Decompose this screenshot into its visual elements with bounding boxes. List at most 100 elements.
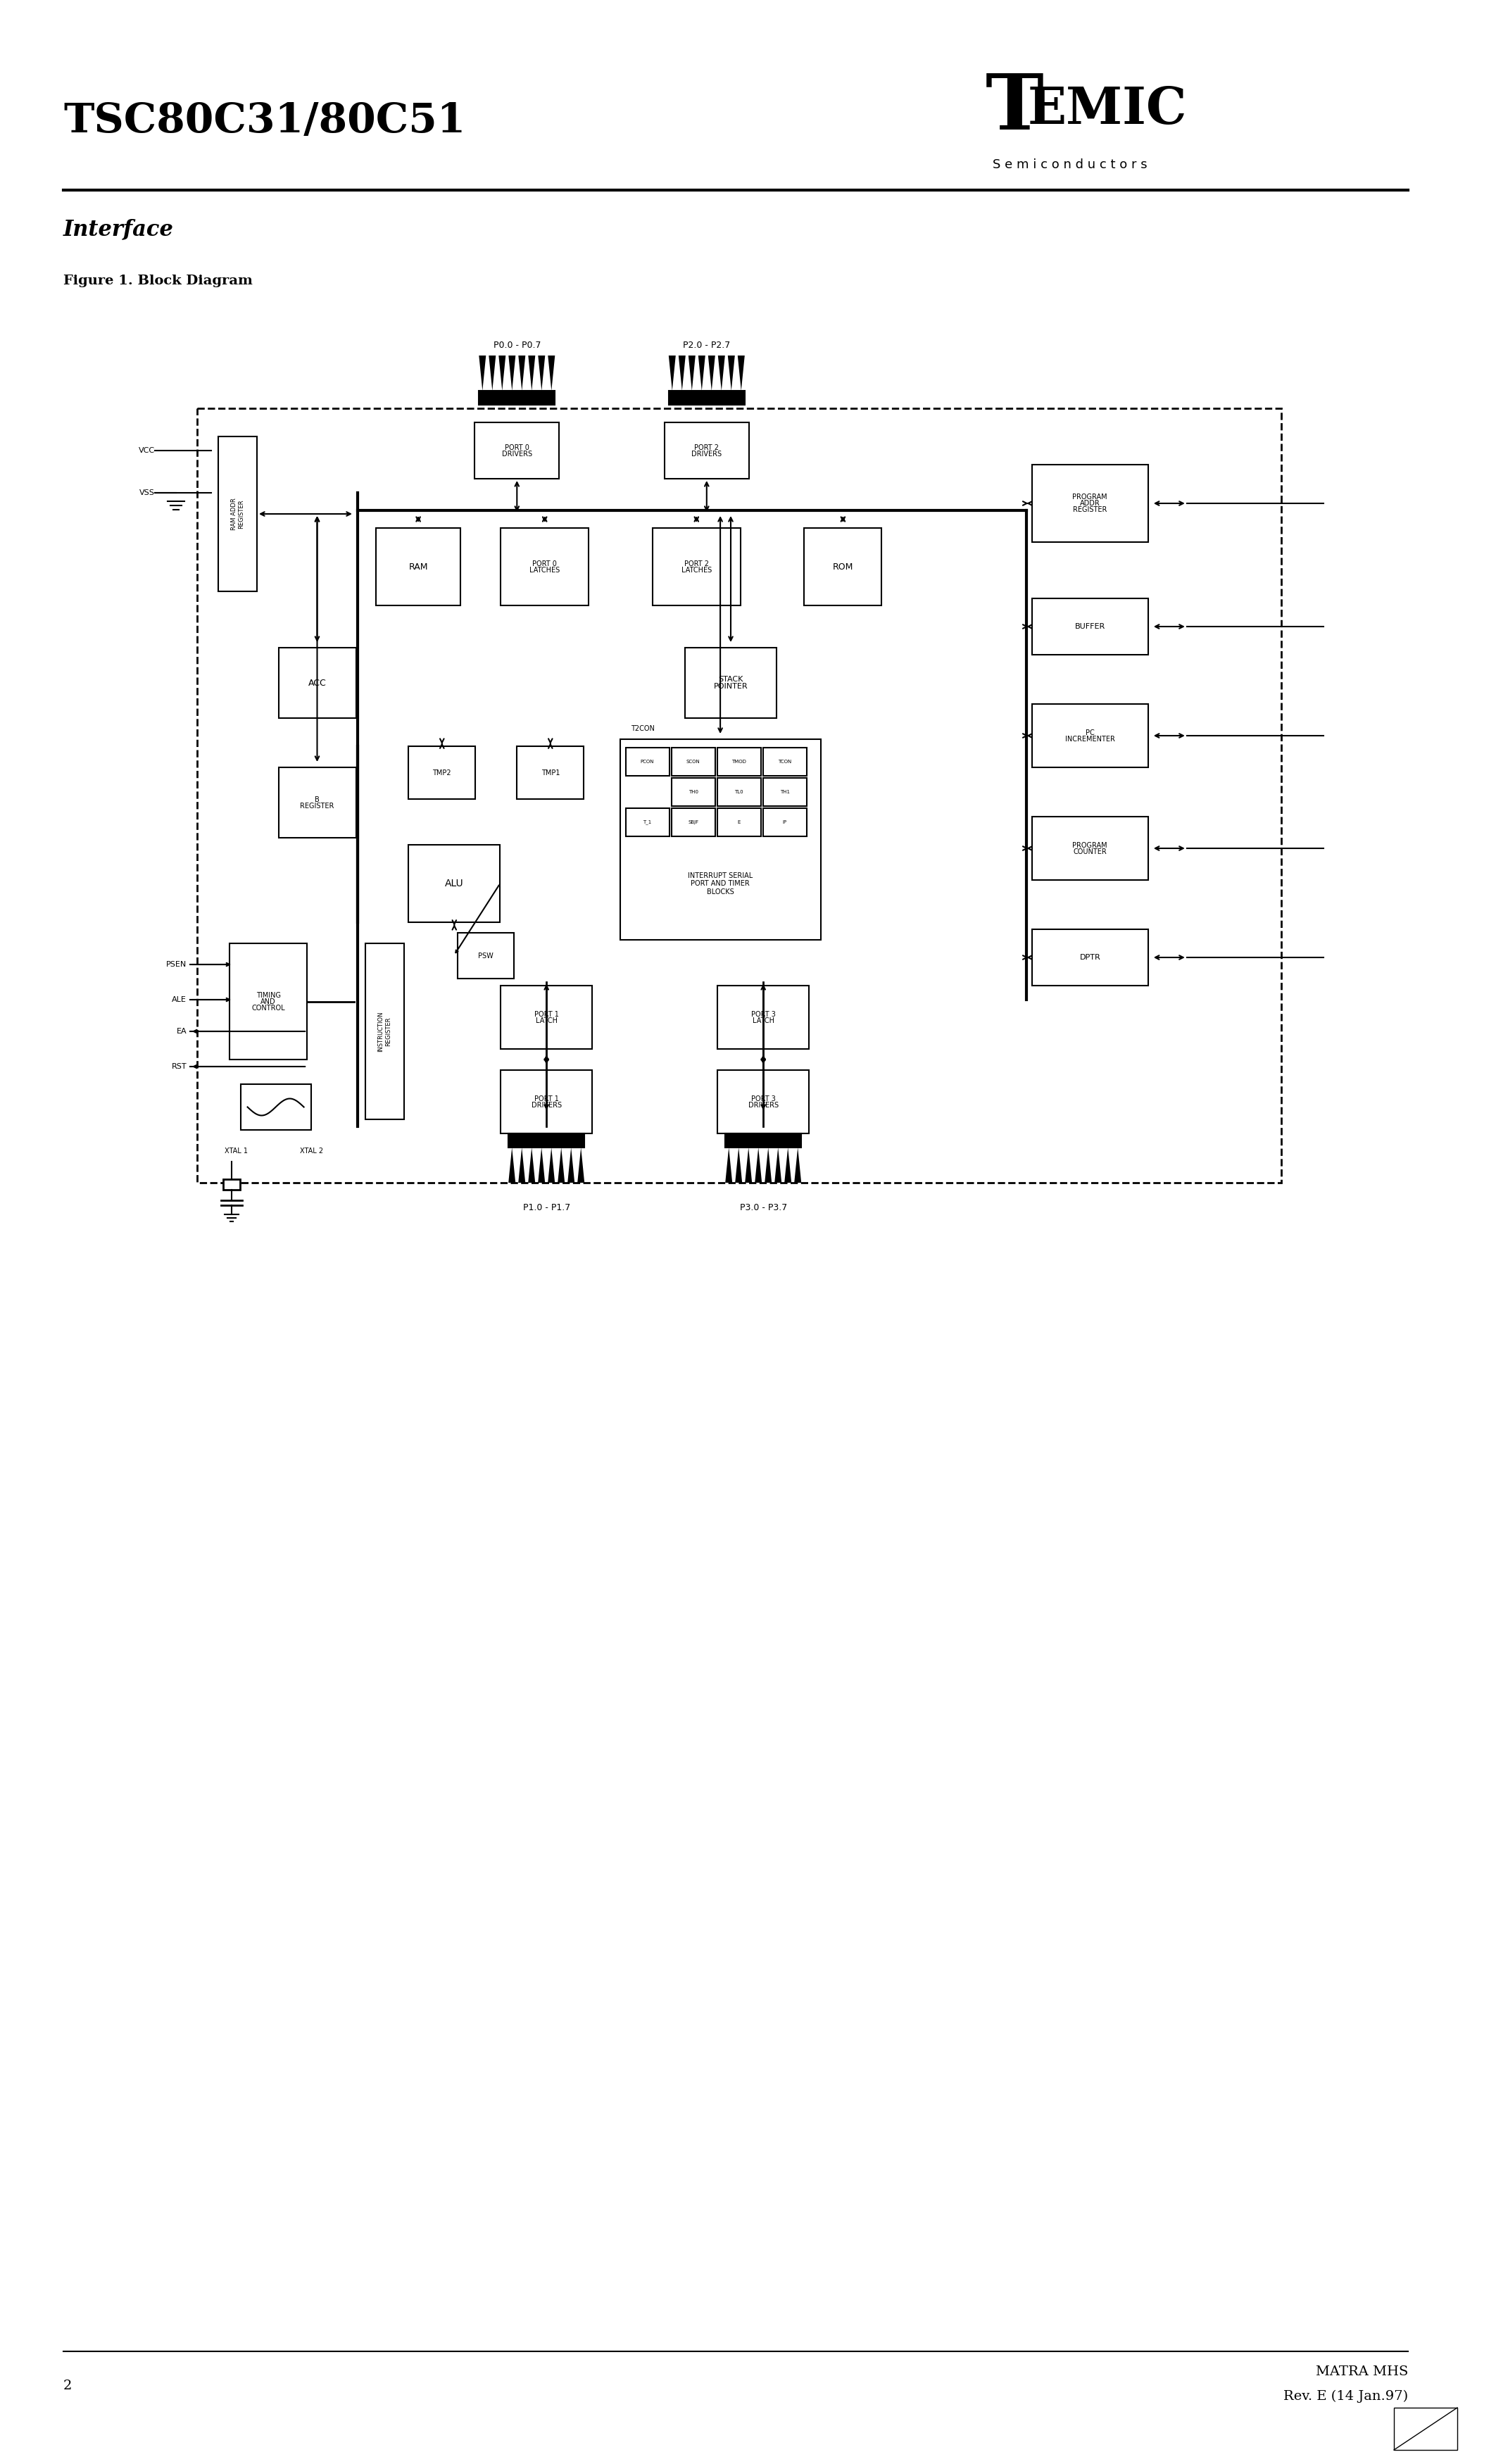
Polygon shape <box>784 1148 791 1183</box>
Polygon shape <box>738 355 745 392</box>
Text: INTERRUPT SERIAL
PORT AND TIMER
BLOCKS: INTERRUPT SERIAL PORT AND TIMER BLOCKS <box>688 872 752 894</box>
Text: VCC: VCC <box>139 446 156 453</box>
Bar <box>1032 816 1147 880</box>
Text: XTAL 2: XTAL 2 <box>301 1148 323 1156</box>
Polygon shape <box>539 355 545 392</box>
Text: LATCHES: LATCHES <box>530 567 560 574</box>
Bar <box>408 747 476 798</box>
Bar <box>669 392 745 404</box>
Text: PSW: PSW <box>477 951 494 958</box>
Text: TH0: TH0 <box>688 791 699 793</box>
Text: Figure 1. Block Diagram: Figure 1. Block Diagram <box>63 274 253 288</box>
Text: P3.0 - P3.7: P3.0 - P3.7 <box>739 1202 787 1212</box>
Bar <box>652 527 741 606</box>
Text: PC: PC <box>1086 729 1095 737</box>
Text: DRIVERS: DRIVERS <box>691 451 723 458</box>
Polygon shape <box>528 1148 536 1183</box>
Bar <box>408 845 500 922</box>
Text: SBJF: SBJF <box>688 821 699 825</box>
Bar <box>375 527 461 606</box>
Bar <box>1032 599 1147 655</box>
Polygon shape <box>479 355 486 392</box>
Bar <box>805 527 881 606</box>
Text: XTAL 1: XTAL 1 <box>224 1148 247 1156</box>
Text: LATCH: LATCH <box>752 1018 775 1025</box>
Text: TCON: TCON <box>778 759 791 764</box>
Bar <box>501 527 589 606</box>
Polygon shape <box>509 355 516 392</box>
Text: ALU: ALU <box>444 880 464 890</box>
Polygon shape <box>577 1148 585 1183</box>
Text: IP: IP <box>782 821 787 825</box>
Text: T2CON: T2CON <box>631 724 655 732</box>
Polygon shape <box>745 1148 752 1183</box>
Bar <box>230 944 307 1060</box>
Text: ADDR: ADDR <box>1080 500 1100 508</box>
Text: TMOD: TMOD <box>732 759 747 764</box>
Bar <box>1032 705 1147 766</box>
Bar <box>717 779 761 806</box>
Bar <box>717 808 761 835</box>
Bar <box>718 1069 809 1133</box>
Text: INSTRUCTION
REGISTER: INSTRUCTION REGISTER <box>377 1010 392 1052</box>
Text: PORT 2: PORT 2 <box>684 559 709 567</box>
Bar <box>501 986 592 1050</box>
Text: PROGRAM: PROGRAM <box>1073 493 1107 500</box>
Polygon shape <box>548 1148 555 1183</box>
Bar <box>501 1069 592 1133</box>
Text: P0.0 - P0.7: P0.0 - P0.7 <box>494 340 540 350</box>
Polygon shape <box>708 355 715 392</box>
Bar <box>474 421 560 478</box>
Bar <box>518 747 583 798</box>
Polygon shape <box>518 355 525 392</box>
Polygon shape <box>567 1148 574 1183</box>
Text: REGISTER: REGISTER <box>301 803 334 808</box>
Bar <box>241 1084 311 1131</box>
Text: PORT 1: PORT 1 <box>534 1010 558 1018</box>
Text: RST: RST <box>172 1062 187 1069</box>
Text: TMP2: TMP2 <box>432 769 452 776</box>
Text: TH1: TH1 <box>779 791 790 793</box>
Text: PORT 0: PORT 0 <box>504 444 530 451</box>
Text: AND: AND <box>260 998 275 1005</box>
Text: POINTER: POINTER <box>714 683 748 690</box>
Polygon shape <box>679 355 685 392</box>
Bar <box>763 779 806 806</box>
Bar <box>672 779 715 806</box>
Text: CONTROL: CONTROL <box>251 1005 286 1010</box>
Polygon shape <box>539 1148 545 1183</box>
Text: TSC80C31/80C51: TSC80C31/80C51 <box>63 101 465 140</box>
Text: MATRA MHS: MATRA MHS <box>1315 2365 1408 2378</box>
Text: T_1: T_1 <box>643 821 652 825</box>
Polygon shape <box>688 355 696 392</box>
Polygon shape <box>764 1148 772 1183</box>
Text: P1.0 - P1.7: P1.0 - P1.7 <box>522 1202 570 1212</box>
Text: PORT 2: PORT 2 <box>694 444 720 451</box>
Bar <box>278 766 356 838</box>
Text: LATCHES: LATCHES <box>681 567 712 574</box>
Bar <box>458 934 513 978</box>
Text: RAM ADDR
REGISTER: RAM ADDR REGISTER <box>230 498 244 530</box>
Text: PCON: PCON <box>640 759 654 764</box>
Bar <box>625 747 669 776</box>
Text: TMP1: TMP1 <box>542 769 560 776</box>
Text: EMIC: EMIC <box>1028 84 1188 136</box>
Bar <box>479 392 555 404</box>
Text: VSS: VSS <box>139 490 156 495</box>
Bar <box>672 747 715 776</box>
Text: S e m i c o n d u c t o r s: S e m i c o n d u c t o r s <box>993 158 1147 170</box>
Polygon shape <box>489 355 495 392</box>
Text: DRIVERS: DRIVERS <box>531 1101 561 1109</box>
Bar <box>717 747 761 776</box>
Polygon shape <box>735 1148 742 1183</box>
Polygon shape <box>528 355 536 392</box>
Text: DPTR: DPTR <box>1080 954 1101 961</box>
Text: INCREMENTER: INCREMENTER <box>1065 734 1115 742</box>
Bar <box>223 1180 241 1190</box>
Bar <box>718 986 809 1050</box>
Text: PORT 1: PORT 1 <box>534 1094 558 1101</box>
Polygon shape <box>794 1148 802 1183</box>
Polygon shape <box>726 1148 733 1183</box>
Text: Interface: Interface <box>63 219 174 239</box>
Text: LATCH: LATCH <box>536 1018 558 1025</box>
